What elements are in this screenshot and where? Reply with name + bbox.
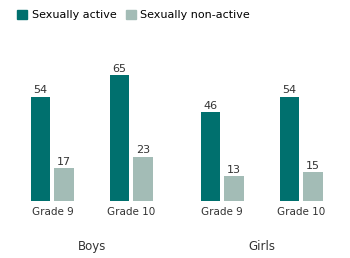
Text: 54: 54	[282, 85, 296, 95]
Text: 65: 65	[112, 64, 126, 74]
Bar	[133, 157, 153, 201]
Text: 15: 15	[306, 161, 320, 171]
Bar	[110, 76, 130, 201]
Bar	[201, 112, 220, 201]
Bar	[54, 168, 74, 201]
Text: 23: 23	[136, 145, 150, 155]
Text: Girls: Girls	[248, 240, 275, 253]
Bar	[280, 97, 299, 201]
Text: 13: 13	[227, 165, 241, 175]
Text: 17: 17	[57, 157, 71, 167]
Text: 54: 54	[34, 85, 48, 95]
Bar	[224, 176, 244, 201]
Text: Boys: Boys	[78, 240, 106, 253]
Text: 46: 46	[203, 101, 218, 111]
Bar	[31, 97, 50, 201]
Legend: Sexually active, Sexually non-active: Sexually active, Sexually non-active	[13, 6, 254, 25]
Bar	[303, 172, 323, 201]
